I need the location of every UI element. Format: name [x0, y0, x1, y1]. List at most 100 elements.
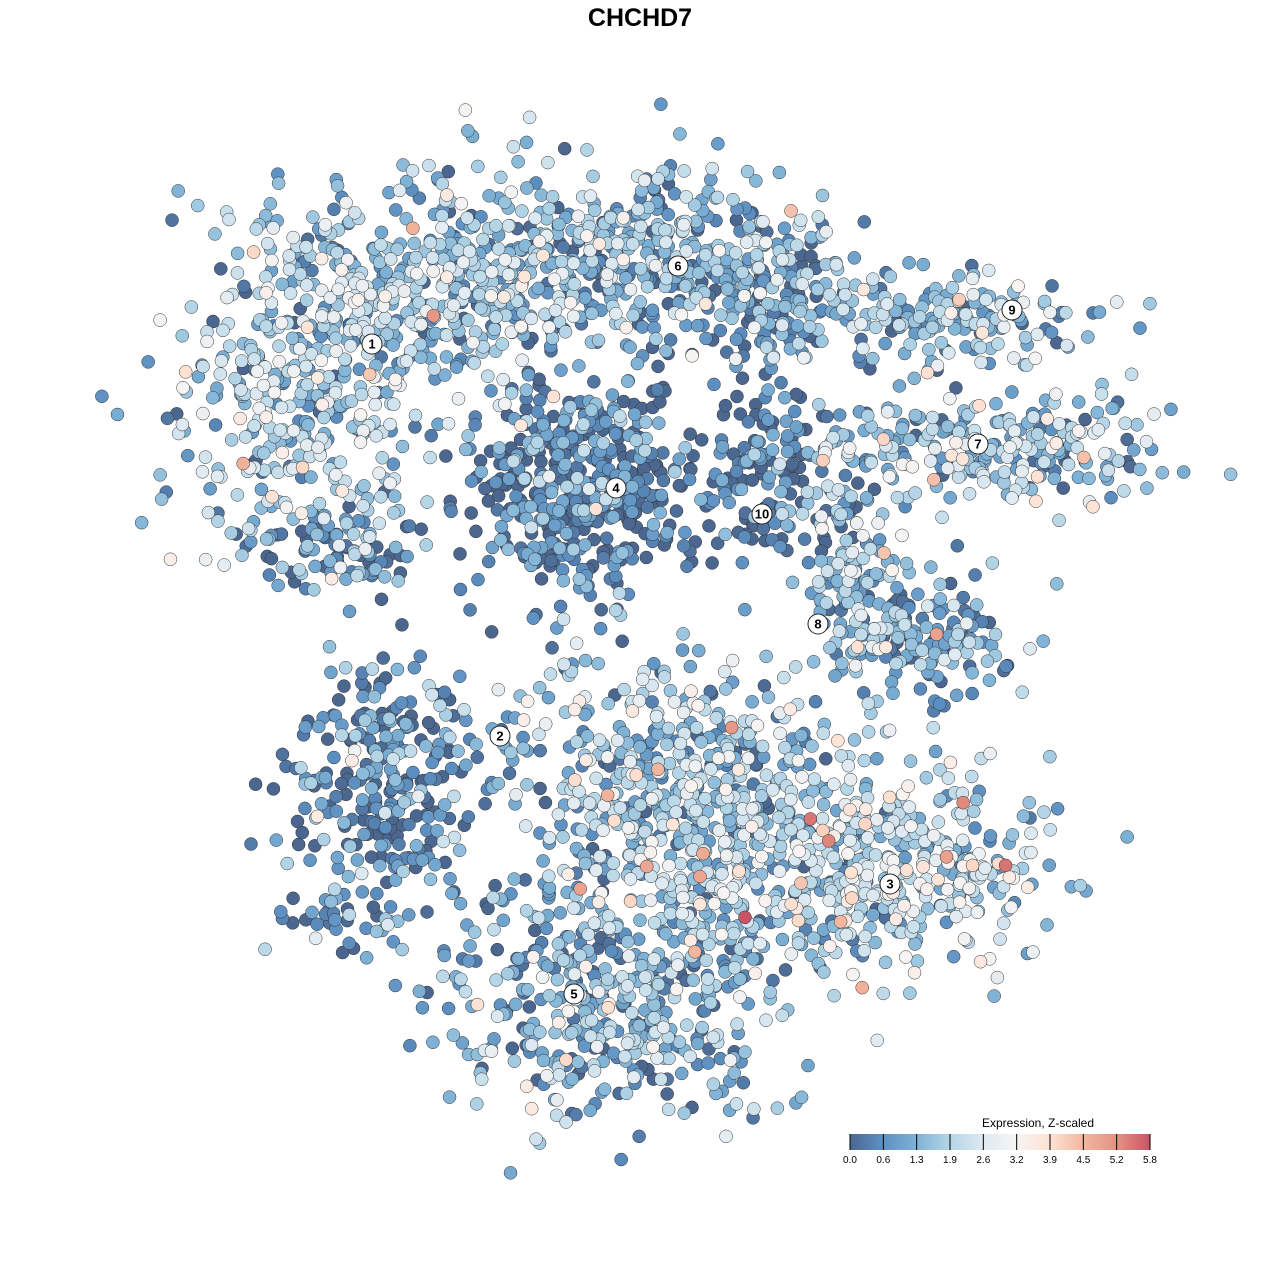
data-point	[606, 856, 621, 870]
data-point	[440, 270, 454, 284]
data-point	[1061, 457, 1076, 472]
data-point	[564, 1026, 579, 1040]
data-point	[772, 864, 787, 878]
data-point	[816, 726, 831, 740]
data-point	[858, 929, 872, 944]
data-point	[659, 344, 673, 358]
data-point	[1049, 436, 1064, 450]
data-point	[1004, 900, 1018, 915]
data-point	[399, 354, 414, 368]
data-point	[286, 423, 301, 438]
data-point	[543, 667, 558, 681]
data-point	[640, 279, 655, 294]
data-point	[814, 509, 829, 524]
data-point	[314, 353, 329, 368]
data-point	[214, 262, 228, 276]
data-point	[310, 917, 324, 931]
data-point	[317, 511, 331, 526]
data-point	[275, 560, 290, 575]
data-point	[843, 802, 857, 817]
data-point	[623, 894, 638, 908]
data-point	[817, 965, 831, 979]
data-point	[1016, 809, 1031, 823]
data-point	[831, 483, 846, 497]
data-point	[501, 267, 516, 282]
data-point	[572, 359, 586, 373]
data-point	[720, 345, 734, 359]
cluster-label-2: 2	[489, 725, 511, 747]
data-point	[912, 310, 927, 324]
data-point	[364, 850, 379, 864]
legend-tick-label: 1.9	[943, 1155, 957, 1166]
data-point	[696, 815, 711, 829]
data-point	[646, 517, 661, 532]
data-point	[656, 1020, 671, 1035]
data-point	[902, 432, 917, 447]
data-point	[370, 749, 384, 764]
data-point	[748, 966, 762, 981]
data-point	[447, 789, 461, 804]
data-point	[903, 754, 918, 768]
data-point	[662, 1051, 676, 1066]
data-point	[653, 505, 667, 520]
data-point	[550, 1093, 564, 1107]
data-point	[876, 986, 890, 1001]
data-point	[865, 351, 880, 366]
data-point	[545, 189, 560, 204]
data-point	[920, 882, 934, 896]
data-point	[927, 472, 941, 487]
data-point	[327, 310, 341, 324]
data-point	[439, 350, 454, 364]
data-point	[772, 165, 787, 180]
data-point	[726, 192, 740, 207]
data-point	[374, 225, 389, 240]
data-point	[491, 242, 506, 256]
data-point	[391, 728, 405, 743]
data-point	[777, 221, 792, 236]
data-point	[791, 936, 806, 950]
data-point	[678, 279, 693, 293]
data-point	[903, 337, 917, 352]
data-point	[778, 300, 792, 314]
data-point	[524, 1038, 539, 1052]
data-point	[153, 468, 167, 482]
data-point	[630, 356, 645, 371]
data-point	[419, 538, 433, 552]
data-point	[350, 853, 365, 867]
data-point	[908, 486, 922, 500]
data-point	[338, 660, 353, 675]
data-point	[724, 720, 739, 735]
data-point	[408, 420, 422, 434]
data-point	[423, 771, 438, 786]
data-point	[587, 1064, 602, 1078]
data-point	[815, 334, 829, 348]
data-point	[719, 1129, 733, 1144]
data-point	[793, 213, 808, 228]
data-point	[742, 220, 756, 234]
data-point	[821, 834, 836, 848]
data-point	[339, 195, 353, 210]
data-point	[208, 418, 223, 432]
data-point	[386, 397, 401, 411]
data-point	[828, 669, 842, 683]
data-point	[1007, 351, 1021, 365]
data-point	[415, 1000, 430, 1015]
data-point	[753, 936, 767, 951]
data-point	[623, 755, 637, 769]
data-point	[315, 398, 329, 412]
data-point	[633, 913, 647, 927]
data-point	[615, 634, 629, 649]
data-point	[324, 665, 338, 680]
data-point	[473, 269, 487, 284]
data-point	[597, 1082, 612, 1096]
data-point	[487, 922, 501, 937]
data-point	[689, 803, 703, 818]
data-point	[201, 505, 216, 520]
data-point	[705, 556, 719, 570]
data-point	[675, 906, 689, 921]
data-point	[582, 482, 596, 496]
data-point	[267, 385, 282, 400]
data-point	[816, 453, 830, 468]
data-point	[797, 532, 812, 546]
data-point	[554, 254, 569, 269]
